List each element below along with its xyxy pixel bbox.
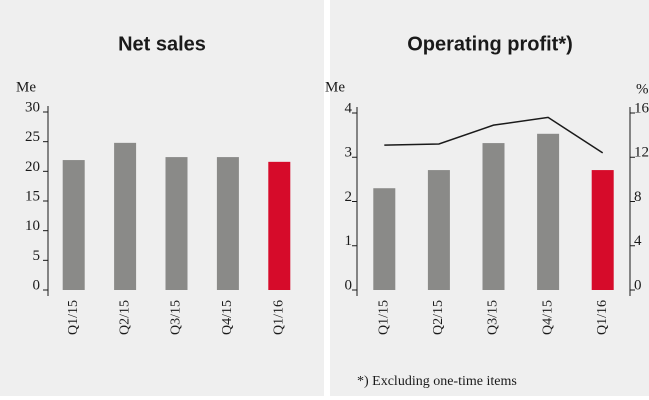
bar (268, 161, 291, 290)
y-tick-label: 10 (25, 218, 40, 234)
y2-tick-label: 12 (634, 145, 649, 161)
line (384, 116, 604, 154)
bar (62, 160, 85, 290)
x-tick-label: Q3/15 (169, 300, 184, 335)
y-tick-label: 5 (33, 248, 41, 264)
y-tick-label: 2 (345, 189, 353, 205)
bar (165, 157, 188, 290)
x-tick-label: Q2/15 (117, 300, 132, 335)
x-tick-label: Q3/15 (486, 300, 501, 335)
y-tick-label: 30 (25, 99, 40, 115)
y2-tick-label: 0 (634, 277, 642, 293)
y-tick-label: 3 (345, 145, 353, 161)
chart-title: Net sales (118, 33, 206, 55)
x-tick-label: Q4/15 (220, 300, 235, 335)
y-tick-label: 1 (345, 233, 353, 249)
y-tick-label: 15 (25, 188, 40, 204)
x-tick-label: Q1/15 (66, 300, 81, 335)
bar (537, 133, 560, 290)
bar (373, 188, 396, 290)
y-tick-label: 20 (25, 159, 40, 175)
bar (216, 157, 239, 290)
x-tick-label: Q2/15 (431, 300, 446, 335)
x-tick-label: Q1/15 (377, 300, 392, 335)
y-axis-label: Me (16, 79, 36, 95)
footnote: *) Excluding one-time items (357, 374, 517, 389)
y2-axis-label: % (636, 81, 649, 97)
bar (591, 170, 614, 290)
bar (427, 170, 450, 290)
y-axis-label: Me (325, 79, 345, 95)
x-tick-label: Q1/16 (595, 300, 610, 335)
bar (114, 142, 137, 290)
y-tick-label: 0 (345, 277, 353, 293)
y-tick-label: 0 (33, 277, 41, 293)
y2-tick-label: 16 (634, 100, 649, 116)
x-tick-label: Q1/16 (272, 300, 287, 335)
y2-tick-label: 8 (634, 189, 642, 205)
bar (482, 143, 505, 290)
y-tick-label: 4 (345, 100, 353, 116)
x-tick-label: Q4/15 (540, 300, 555, 335)
y2-tick-label: 4 (634, 233, 642, 249)
y-tick-label: 25 (25, 129, 40, 145)
chart-title: Operating profit*) (407, 33, 573, 55)
